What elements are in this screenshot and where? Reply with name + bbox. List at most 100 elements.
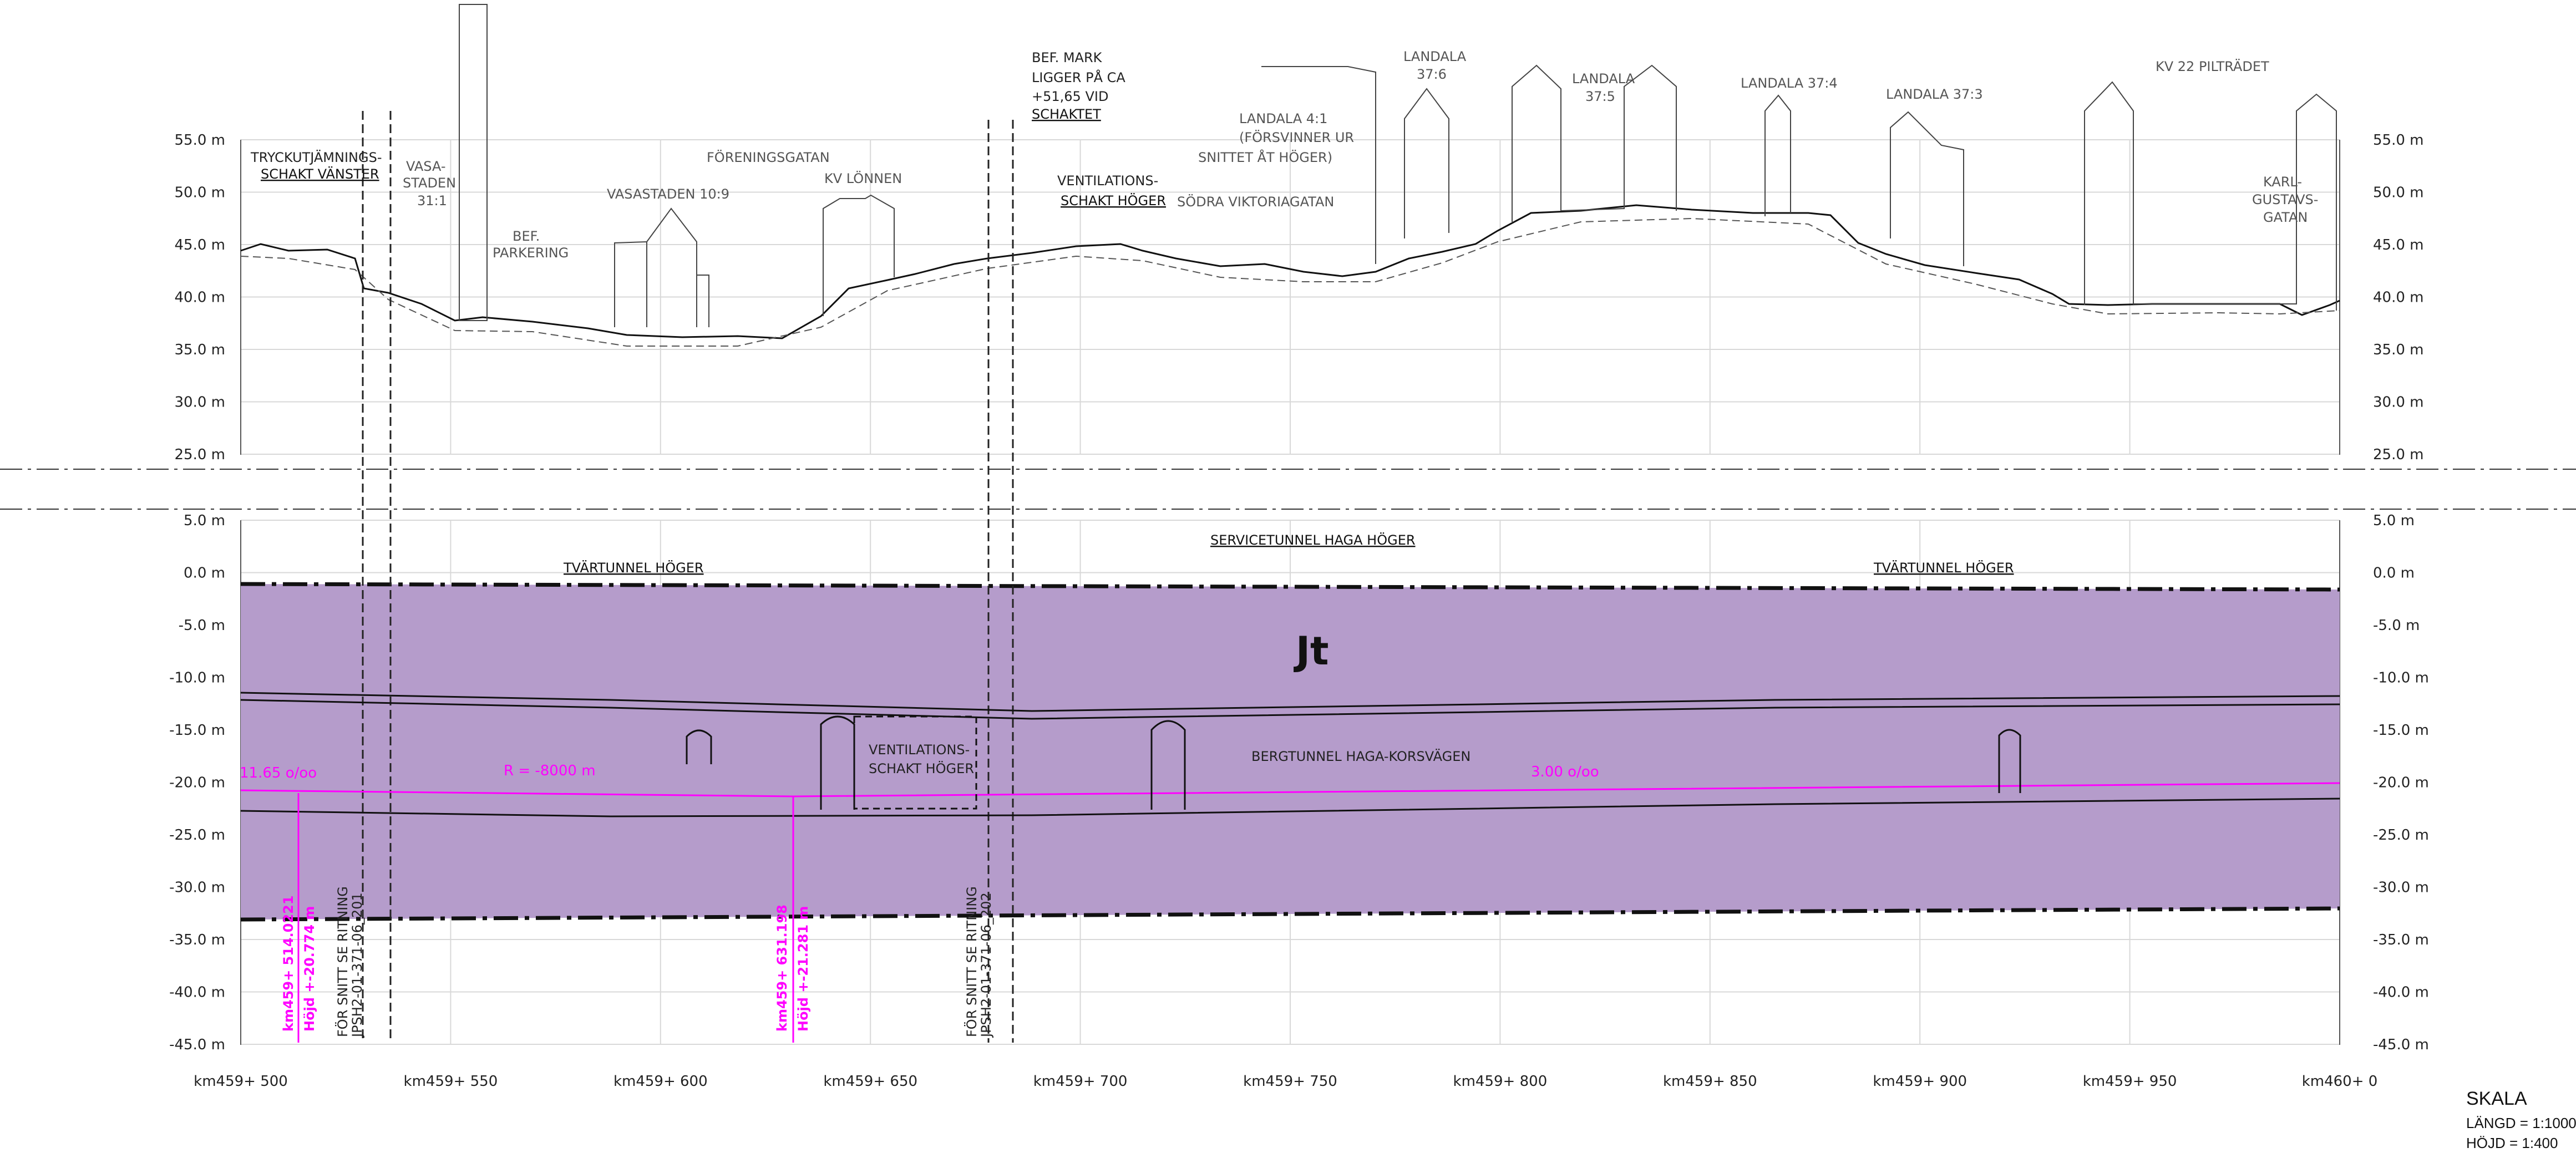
scale-box: SKALA LÄNGD = 1:1000 HÖJD = 1:400 (2466, 1088, 2576, 1151)
label-vasastaden-31-1-b: STADEN (403, 175, 456, 191)
axis-label-lower-left: -35.0 m (169, 932, 225, 948)
shafts (362, 111, 1014, 1043)
label-grade-left: 11.65 o/oo (240, 765, 317, 781)
axis-label-upper-left: 40.0 m (175, 290, 225, 306)
label-tryck-1: TRYCKUTJÄMNINGS- (250, 149, 382, 165)
label-landala-37-6-a: LANDALA (1403, 49, 1467, 64)
label-bef-parkering-1: BEF. (513, 228, 540, 244)
axis-label-upper-right: 45.0 m (2373, 237, 2423, 253)
chainage-label: km459+ 700 (1033, 1073, 1128, 1090)
axis-label-upper-left: 30.0 m (175, 394, 225, 411)
label-ritning1-a: FÖR SNITT SE RITNING (334, 886, 351, 1037)
chainage-label: km459+ 500 (194, 1073, 288, 1090)
axis-label-lower-left: 5.0 m (184, 512, 225, 529)
label-radius: R = -8000 m (504, 763, 596, 779)
label-landala-4-1-a: LANDALA 4:1 (1239, 111, 1327, 126)
label-bergtunnel: BERGTUNNEL HAGA-KORSVÄGEN (1251, 748, 1470, 764)
label-tryck-2: SCHAKT VÄNSTER (261, 166, 379, 182)
building-vasastaden-10-9 (614, 207, 709, 327)
axis-label-lower-right: -30.0 m (2373, 880, 2429, 896)
label-tvartunnel-left: TVÄRTUNNEL HÖGER (563, 560, 704, 576)
axis-label-upper-right: 30.0 m (2373, 394, 2423, 411)
label-vasastaden-31-1-a: VASA- (406, 159, 446, 174)
tunnel-crown-line-2 (240, 699, 2340, 720)
upper-labels: TRYCKUTJÄMNINGS- SCHAKT VÄNSTER VASA- ST… (250, 49, 2318, 261)
building-landala-37-4 (1764, 94, 1791, 216)
chainage-label: km459+ 750 (1243, 1073, 1337, 1090)
axis-label-upper-left: 35.0 m (175, 342, 225, 358)
chainage-label: km459+ 950 (2083, 1073, 2177, 1090)
axis-label-upper-right: 35.0 m (2373, 342, 2423, 358)
building-landala-37-5 (1512, 64, 1677, 222)
crosscut-profile (820, 715, 855, 810)
label-landala-4-1-c: SNITTET ÅT HÖGER) (1198, 149, 1332, 165)
label-bef-mark-1: BEF. MARK (1032, 50, 1103, 65)
axis-label-lower-right: 5.0 m (2373, 512, 2415, 529)
axis-label-upper-left: 50.0 m (175, 185, 225, 201)
label-ritning1-b: JPSH2-01-371-06_201 (349, 892, 365, 1038)
label-vasastaden-10-9: VASASTADEN 10:9 (607, 186, 729, 202)
ground-surface-dashed (240, 217, 2340, 347)
building-landala-37-3 (1890, 111, 1964, 266)
label-landala-37-5-a: LANDALA (1572, 71, 1635, 87)
scale-title: SKALA (2466, 1088, 2527, 1109)
label-tvartunnel-right: TVÄRTUNNEL HÖGER (1873, 560, 2014, 576)
label-sodra-viktoriagatan: SÖDRA VIKTORIAGATAN (1177, 194, 1334, 210)
label-foreningsgatan: FÖRENINGSGATAN (707, 149, 830, 165)
axis-label-upper-left: 45.0 m (175, 237, 225, 253)
rock-boundary-top (240, 582, 2340, 592)
label-landala-37-3: LANDALA 37:3 (1886, 87, 1983, 102)
rock-layer-jt (241, 584, 2340, 920)
axis-label-lower-right: -20.0 m (2373, 775, 2429, 791)
chainage-label: km459+ 600 (613, 1073, 708, 1090)
axis-label-lower-left: -45.0 m (169, 1037, 225, 1053)
axis-label-upper-right: 40.0 m (2373, 290, 2423, 306)
label-km1: km459+ 514.0221 (281, 895, 296, 1032)
axis-label-lower-right: -35.0 m (2373, 932, 2429, 948)
label-kv-22: KV 22 PILTRÄDET (2156, 58, 2269, 74)
label-vent-hoger-upper-2: SCHAKT HÖGER (1061, 192, 1166, 209)
building-kv-lonnen (823, 194, 895, 316)
scale-length: LÄNGD = 1:1000 (2466, 1115, 2576, 1131)
axis-label-lower-right: -45.0 m (2373, 1037, 2429, 1053)
label-vent-hoger-lower-2: SCHAKT HÖGER (869, 760, 974, 776)
axis-label-lower-right: -25.0 m (2373, 827, 2429, 844)
vent-shaft-box (853, 715, 977, 810)
chainage-label: km459+ 550 (404, 1073, 498, 1090)
ground-surface-line (240, 204, 2340, 339)
chainage-label: km459+ 800 (1453, 1073, 1548, 1090)
axis-label-lower-left: -5.0 m (179, 617, 225, 634)
tunnel-invert-line (240, 798, 2340, 817)
axis-label-upper-right: 55.0 m (2373, 132, 2423, 149)
rock-boundary-bottom (240, 906, 2340, 922)
axis-label-upper-left: 55.0 m (175, 132, 225, 149)
axis-label-lower-left: -10.0 m (169, 670, 225, 687)
label-kv-lonnen: KV LÖNNEN (824, 170, 902, 186)
scale-height: HÖJD = 1:400 (2466, 1135, 2558, 1151)
axis-label-upper-right: 25.0 m (2373, 446, 2423, 463)
label-ritning2-a: FÖR SNITT SE RITNING (964, 886, 980, 1037)
label-bef-mark-3: +51,65 VID (1032, 89, 1108, 104)
label-servicetunnel: SERVICETUNNEL HAGA HÖGER (1210, 532, 1416, 548)
building-vasastaden-31-1 (459, 4, 488, 321)
axis-label-lower-right: -15.0 m (2373, 722, 2429, 739)
label-grade-right: 3.00 o/oo (1531, 764, 1599, 780)
label-landala-4-1-b: (FÖRSVINNER UR (1239, 129, 1354, 145)
axis-label-lower-left: 0.0 m (184, 565, 225, 582)
label-hojd2: Höjd +-21.281 m (795, 906, 811, 1032)
axis-label-lower-right: 0.0 m (2373, 565, 2415, 582)
axis-label-lower-right: -40.0 m (2373, 984, 2429, 1001)
label-landala-37-6-b: 37:6 (1417, 67, 1447, 82)
label-landala-37-4: LANDALA 37:4 (1741, 75, 1838, 91)
chainage-label: km459+ 850 (1663, 1073, 1757, 1090)
servicetunnel-profile (1150, 720, 1186, 810)
label-ritning2-b: JPSH2-01-371-06_202 (978, 892, 994, 1038)
building-landala-37-6 (1404, 88, 1449, 238)
lower-labels: TVÄRTUNNEL HÖGER SERVICETUNNEL HAGA HÖGE… (240, 532, 2014, 1038)
axis-label-lower-left: -25.0 m (169, 827, 225, 844)
tunnel-profiles (686, 715, 2021, 810)
label-km2: km459+ 631.198 (774, 905, 790, 1032)
building-kv-22-pilitradet (2084, 81, 2337, 311)
axis-label-lower-right: -10.0 m (2373, 670, 2429, 687)
